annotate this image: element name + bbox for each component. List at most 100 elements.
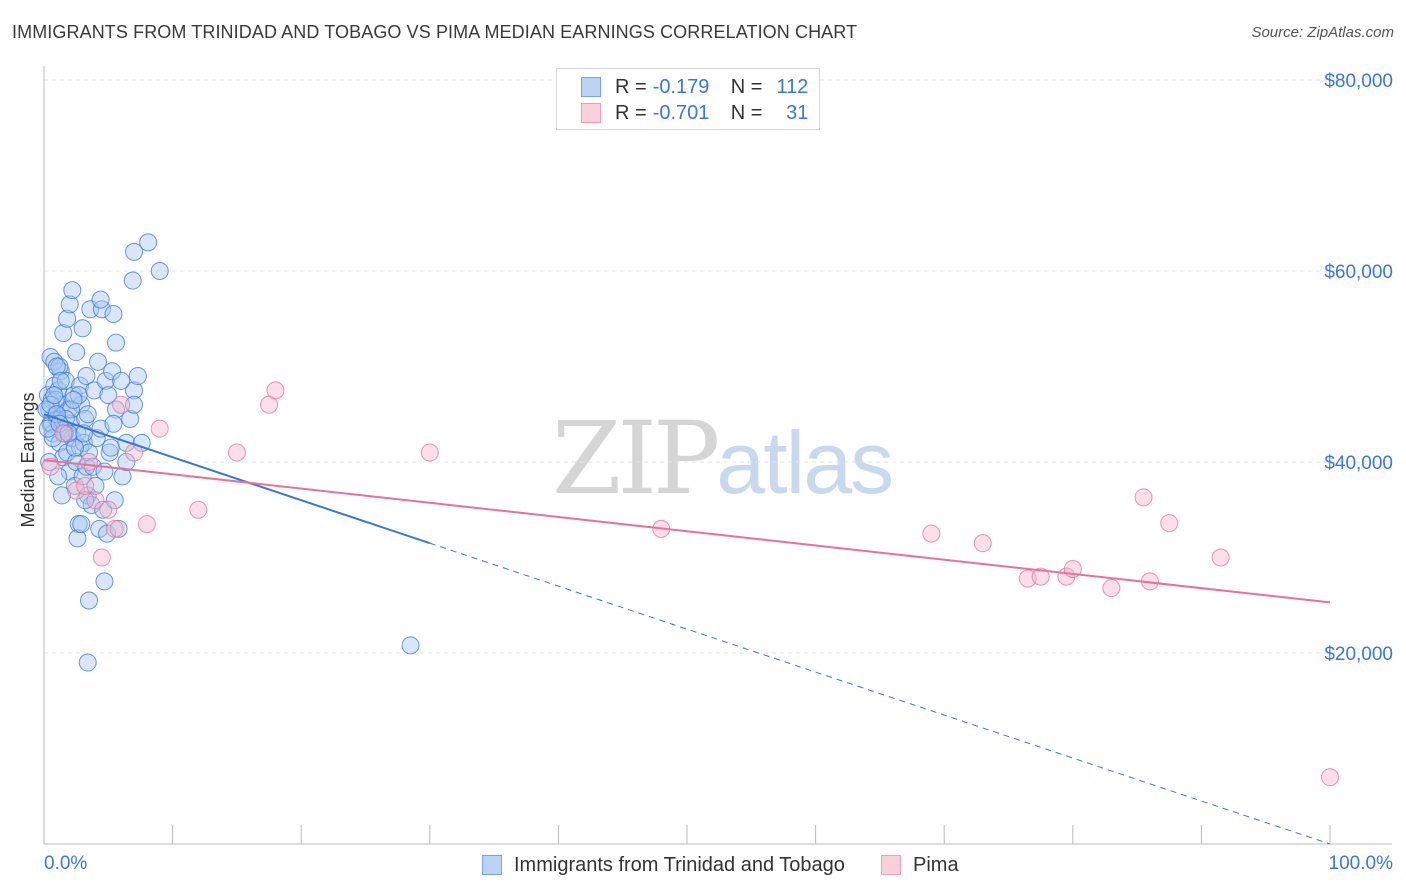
data-point-pink [86, 491, 105, 510]
correlation-legend: R = -0.179 N = 112 R = -0.701 N = 31 [556, 68, 820, 130]
data-point-pink [266, 381, 285, 400]
data-point-blue [104, 304, 123, 323]
data-point-blue [80, 591, 99, 610]
data-point-blue [78, 405, 97, 424]
data-point-blue [89, 352, 108, 371]
data-point-blue [69, 386, 88, 405]
legend-r-label: R = [615, 101, 647, 124]
bottom-legend-label-blue: Immigrants from Trinidad and Tobago [514, 853, 845, 876]
y-axis-label: Median Earnings [18, 392, 38, 527]
data-point-pink [112, 395, 131, 414]
data-point-blue [68, 529, 87, 548]
data-point-blue [105, 491, 124, 510]
data-point-blue [401, 636, 420, 655]
data-point-pink [67, 481, 86, 500]
data-point-blue [117, 453, 136, 471]
data-point-blue [86, 476, 105, 495]
data-point-blue [41, 395, 60, 414]
data-point-blue [125, 242, 144, 261]
data-point-pink [41, 457, 60, 476]
y-tick-label: $20,000 [1324, 644, 1393, 665]
data-point-pink [150, 419, 169, 438]
data-point-pink [80, 453, 99, 471]
legend-row-pink: R = -0.701 N = 31 [581, 102, 808, 124]
data-point-blue [125, 395, 144, 414]
data-point-pink [54, 424, 73, 443]
data-point-blue [150, 262, 169, 280]
data-point-blue [67, 343, 86, 362]
data-point-pink [973, 534, 992, 553]
data-point-blue [73, 319, 92, 338]
data-point-blue [64, 390, 83, 409]
data-point-blue [103, 362, 122, 381]
bottom-legend-blue: Immigrants from Trinidad and Tobago [482, 852, 845, 878]
data-point-pink [76, 476, 95, 495]
data-point-blue [64, 386, 83, 405]
bottom-legend-pink: Pima [881, 852, 959, 878]
data-point-blue [101, 438, 120, 457]
data-point-pink [1134, 488, 1153, 507]
data-point-blue [121, 410, 140, 429]
chart-title: IMMIGRANTS FROM TRINIDAD AND TOBAGO VS P… [12, 22, 858, 42]
data-point-blue [45, 352, 64, 371]
data-point-blue [47, 357, 66, 376]
data-point-blue [109, 519, 128, 538]
data-point-blue [78, 653, 97, 672]
data-point-pink [1102, 579, 1121, 598]
data-point-blue [91, 290, 110, 309]
data-point-blue [99, 386, 118, 405]
watermark-zip: ZIP [552, 400, 720, 517]
legend-r-value: -0.701 [652, 101, 710, 124]
data-point-blue [63, 281, 82, 300]
x-tick-label: 0.0% [44, 853, 87, 874]
data-point-pink [420, 443, 439, 462]
data-point-blue [76, 491, 95, 510]
source-label: Source: ZipAtlas.com [1251, 24, 1394, 41]
data-point-blue [95, 572, 114, 591]
data-point-pink [922, 524, 941, 543]
data-point-pink [99, 500, 118, 519]
data-point-blue [132, 433, 151, 452]
bottom-legend-swatch-pink [881, 855, 901, 875]
data-point-blue [128, 367, 147, 386]
data-point-blue [107, 333, 126, 352]
legend-r-value: -0.179 [652, 75, 710, 98]
data-point-blue [45, 386, 64, 405]
trend-line-blue [43, 413, 431, 545]
data-point-blue [49, 467, 68, 486]
data-point-blue [77, 367, 96, 386]
data-point-blue [59, 424, 78, 443]
legend-n-value: 31 [786, 101, 809, 124]
x-tick-label: 100.0% [1329, 853, 1394, 874]
data-point-pink [92, 548, 111, 567]
data-point-blue [58, 309, 77, 328]
bottom-legend-swatch-blue [482, 855, 502, 875]
trend-line-blue-extension [429, 542, 1331, 845]
watermark: ZIPatlas [552, 400, 894, 517]
data-point-blue [53, 486, 72, 505]
legend-n-label: N = [730, 75, 763, 98]
legend-row-blue: R = -0.179 N = 112 [581, 76, 808, 98]
data-point-pink [1031, 567, 1050, 586]
data-point-pink [137, 515, 156, 534]
data-point-blue [125, 381, 144, 400]
data-point-blue [80, 443, 99, 462]
legend-swatch-pink [581, 103, 601, 123]
data-point-pink [227, 443, 246, 462]
data-point-blue [139, 233, 158, 252]
legend-swatch-blue [581, 77, 601, 97]
data-point-blue [104, 414, 123, 433]
data-point-blue [50, 414, 69, 433]
data-point-blue [112, 371, 131, 390]
y-tick-label: $80,000 [1324, 71, 1393, 92]
legend-r-label: R = [615, 75, 647, 98]
y-tick-label: $60,000 [1324, 262, 1393, 283]
data-point-pink [1321, 768, 1339, 787]
data-point-blue [92, 300, 111, 319]
legend-n-label: N = [730, 101, 763, 124]
data-point-pink [105, 519, 124, 538]
data-point-pink [1160, 514, 1179, 533]
data-point-blue [123, 271, 142, 290]
data-point-blue [72, 515, 91, 534]
